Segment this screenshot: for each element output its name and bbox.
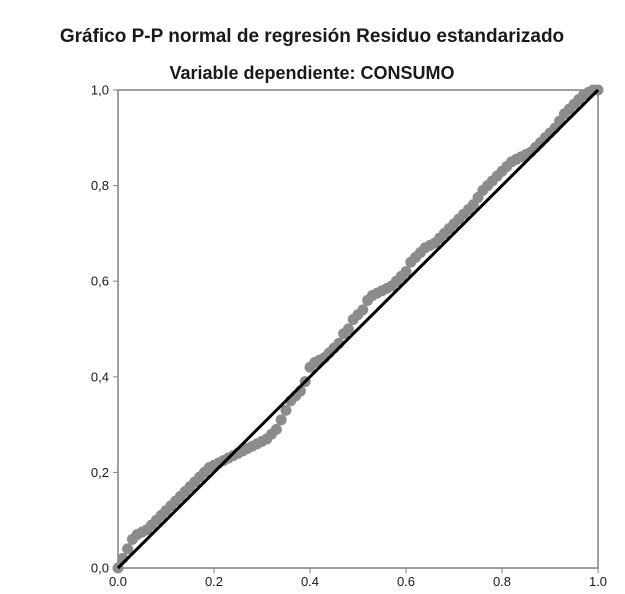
y-tick-label: 0,0 [91, 561, 109, 576]
data-point [280, 404, 292, 416]
x-tick-label: 0.6 [397, 574, 415, 589]
x-tick-label: 0.0 [109, 574, 127, 589]
data-point [342, 323, 354, 335]
x-tick-label: 1.0 [589, 574, 607, 589]
chart-subtitle: Variable dependiente: CONSUMO [169, 63, 454, 83]
reference-line [116, 88, 600, 570]
data-points-layer [112, 84, 604, 574]
reference-line-layer [116, 88, 600, 570]
x-tick-label: 0.2 [205, 574, 223, 589]
y-tick-label: 0,6 [91, 274, 109, 289]
y-tick-label: 0,8 [91, 178, 109, 193]
data-point [357, 304, 369, 316]
y-axis: 0,0 0,2 0,4 0,6 0,8 1,0 [91, 83, 118, 576]
data-point [122, 543, 134, 555]
y-tick-label: 1,0 [91, 83, 109, 98]
x-axis: 0.0 0.2 0.4 0.6 0.8 1.0 [109, 568, 607, 589]
y-tick-label: 0,2 [91, 465, 109, 480]
data-point [400, 266, 412, 278]
x-tick-label: 0.4 [301, 574, 319, 589]
x-tick-label: 0.8 [493, 574, 511, 589]
chart-title: Gráfico P-P normal de regresión Residuo … [60, 26, 564, 47]
data-point [270, 423, 282, 435]
data-point [275, 414, 287, 426]
y-tick-label: 0,4 [91, 369, 109, 384]
